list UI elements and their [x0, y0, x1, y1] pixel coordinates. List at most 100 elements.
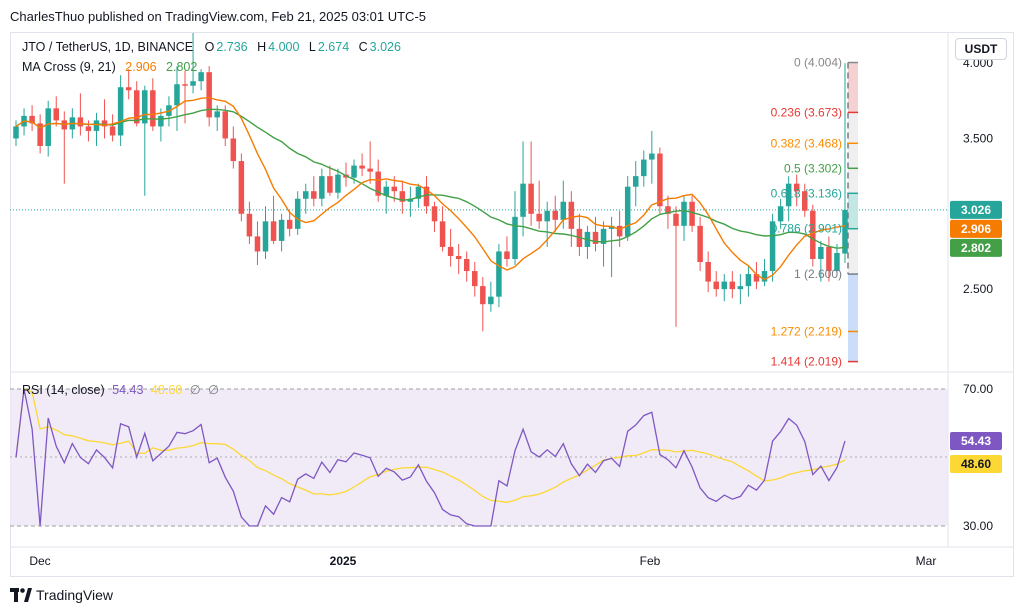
fib-level-label: 0.236 (3.673): [771, 105, 842, 119]
candle-body: [391, 186, 398, 192]
candle-body: [447, 246, 454, 256]
candle-body: [785, 183, 792, 207]
candle-body: [359, 165, 365, 169]
candle: [335, 168, 341, 199]
candle: [174, 66, 180, 131]
candle: [641, 150, 647, 187]
candle-body: [536, 213, 542, 222]
candle-body: [311, 191, 317, 199]
ma-label[interactable]: MA Cross (9, 21): [22, 60, 116, 74]
candle-body: [375, 171, 381, 196]
candle-body: [761, 271, 768, 282]
candle-body: [769, 221, 776, 272]
candle: [842, 63, 848, 263]
fib-level-label: 0.5 (3.302): [784, 161, 842, 175]
candle: [713, 271, 719, 297]
tradingview-logo[interactable]: TradingView: [10, 587, 113, 603]
candle: [319, 168, 325, 207]
candle: [77, 93, 84, 136]
candle: [262, 206, 269, 259]
candle-body: [182, 84, 188, 86]
candle-body: [802, 191, 808, 211]
candle: [826, 236, 832, 282]
candle: [753, 262, 760, 290]
close-value: 3.026: [369, 40, 401, 54]
candle: [657, 147, 663, 214]
candle-body: [335, 174, 341, 193]
candle-body: [53, 108, 59, 121]
candle-body: [77, 117, 84, 127]
candle: [600, 221, 607, 267]
candle: [737, 274, 744, 305]
candle: [520, 141, 526, 237]
candle: [190, 33, 196, 94]
candle-body: [649, 153, 655, 160]
candle: [632, 161, 639, 207]
candle: [270, 195, 277, 244]
candle: [745, 266, 752, 297]
candle: [818, 240, 824, 282]
ma-fast-value: 2.906: [125, 60, 157, 74]
ma-slow-value: 2.802: [166, 60, 198, 74]
rsi-line: [15, 388, 846, 527]
fib-zone-teal: [848, 193, 858, 229]
candle-body: [294, 198, 301, 229]
candle-body: [641, 159, 647, 177]
candle-body: [512, 216, 518, 259]
candle-body: [117, 87, 124, 136]
candle: [101, 99, 108, 139]
candle: [254, 221, 261, 266]
candle-body: [214, 111, 220, 118]
candle-body: [834, 252, 840, 272]
price-label-box: [950, 200, 1002, 219]
candle-body: [842, 209, 848, 254]
candle: [158, 108, 164, 142]
rsi-tick-label: 30.00: [963, 519, 993, 533]
open-value: 2.736: [216, 40, 248, 54]
candle-body: [544, 210, 550, 222]
candle-body: [125, 87, 132, 91]
candle-body: [480, 286, 486, 305]
candle-body: [150, 90, 156, 127]
candle: [472, 262, 478, 297]
candle: [777, 198, 784, 229]
candle-body: [568, 201, 575, 229]
rsi-extra-1: ∅: [189, 383, 201, 397]
candle: [552, 195, 559, 232]
candle: [125, 69, 132, 100]
candle: [697, 216, 703, 272]
symbol-legend: JTO / TetherUS, 1D, BINANCE O 2.736 H 4.00…: [22, 40, 403, 54]
candle: [802, 183, 808, 217]
candle-body: [190, 81, 196, 86]
candle: [576, 213, 583, 256]
candle: [13, 120, 19, 146]
candle-body: [198, 72, 204, 82]
candle-body: [632, 176, 639, 187]
candle: [512, 191, 518, 266]
rsi-label[interactable]: RSI (14, close): [22, 383, 105, 397]
candle: [729, 271, 736, 299]
fib-level-label: 0.382 (3.468): [771, 136, 842, 150]
candle-body: [745, 274, 752, 287]
price-label-ma_fast: 2.906: [961, 222, 991, 236]
candle-body: [496, 251, 502, 297]
candle-body: [729, 281, 736, 290]
rsi-value: 54.43: [112, 383, 144, 397]
candle-body: [174, 84, 180, 106]
candle: [761, 259, 768, 287]
chart-frame: [10, 32, 1014, 577]
candle: [311, 176, 317, 207]
fib-level-label: 1 (2.600): [794, 267, 842, 281]
candle-body: [286, 219, 293, 229]
candle: [150, 78, 156, 131]
symbol-name[interactable]: JTO / TetherUS, 1D, BINANCE: [22, 40, 194, 54]
candle-body: [278, 219, 285, 241]
candle-body: [818, 246, 824, 259]
candle: [480, 277, 486, 332]
candle-body: [254, 236, 261, 252]
currency-button[interactable]: USDT: [955, 38, 1007, 60]
candle-body: [560, 201, 567, 220]
candle: [399, 180, 406, 214]
candle-body: [600, 228, 607, 244]
